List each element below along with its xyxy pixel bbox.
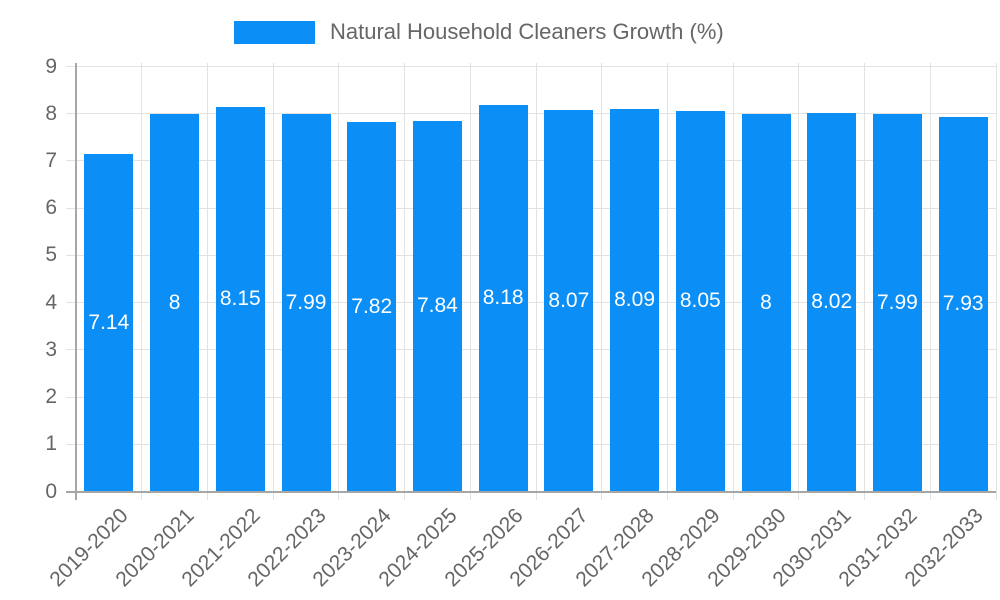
- y-tick-label: 0: [45, 479, 57, 503]
- x-gridline: [929, 63, 931, 500]
- bar-value-label: 7.82: [351, 294, 393, 318]
- bar-value-label: 8: [168, 290, 181, 314]
- x-gridline: [404, 63, 406, 500]
- bar-value-label: 8: [760, 290, 772, 314]
- bar[interactable]: 7.93: [938, 117, 988, 492]
- legend-item[interactable]: Natural Household Cleaners Growth (%): [234, 20, 724, 44]
- y-tick-label: 8: [45, 101, 57, 125]
- bar-value-label: 8.02: [811, 290, 853, 314]
- y-tick-label: 9: [45, 54, 57, 78]
- y-gridline: [66, 396, 996, 398]
- y-tick-label: 3: [45, 337, 57, 361]
- bar-value-label: 7.93: [942, 292, 984, 316]
- x-gridline: [469, 63, 471, 500]
- y-gridline: [66, 349, 996, 351]
- bar[interactable]: 7.99: [281, 114, 331, 492]
- y-gridline: [66, 443, 996, 445]
- bar[interactable]: 8: [150, 113, 200, 492]
- y-tick-label: 6: [45, 196, 57, 220]
- x-gridline: [864, 63, 866, 500]
- x-axis-line: [66, 490, 996, 493]
- y-tick-label: 1: [45, 432, 57, 456]
- y-gridline: [66, 66, 996, 67]
- x-gridline: [732, 63, 734, 500]
- bar-value-label: 7.14: [88, 310, 130, 334]
- bar[interactable]: 8.18: [478, 105, 528, 492]
- bar[interactable]: 7.84: [412, 121, 462, 492]
- bar-value-label: 7.99: [285, 290, 327, 314]
- y-gridline: [66, 207, 996, 209]
- bar-value-label: 7.99: [876, 290, 918, 314]
- y-tick-label: 2: [45, 385, 57, 409]
- bar[interactable]: 7.99: [872, 114, 922, 492]
- x-gridline: [995, 63, 997, 500]
- bar-value-label: 8.18: [482, 286, 524, 310]
- legend-label: Natural Household Cleaners Growth (%): [330, 19, 724, 44]
- y-tick-label: 4: [45, 290, 57, 314]
- x-gridline: [535, 63, 537, 500]
- bar-value-label: 8.09: [614, 288, 655, 312]
- bar-value-label: 7.84: [416, 294, 458, 318]
- bar[interactable]: 8.07: [544, 110, 594, 492]
- x-gridline: [798, 63, 800, 500]
- y-gridline: [66, 302, 996, 304]
- bar-value-label: 8.05: [679, 289, 721, 313]
- x-gridline: [338, 63, 340, 500]
- y-tick-label: 7: [45, 148, 57, 172]
- bar[interactable]: 7.82: [347, 122, 397, 492]
- bar-value-label: 8.15: [219, 287, 261, 311]
- x-gridline: [272, 63, 274, 500]
- bar[interactable]: 8.05: [675, 111, 725, 492]
- bar[interactable]: 8: [741, 113, 791, 492]
- y-gridline: [66, 254, 996, 256]
- x-gridline: [206, 63, 208, 500]
- bar[interactable]: 8.15: [215, 106, 265, 492]
- bar[interactable]: 8.02: [807, 112, 857, 492]
- bar[interactable]: 8.09: [610, 109, 660, 492]
- y-tick-label: 5: [45, 243, 57, 267]
- y-axis-line: [75, 63, 77, 500]
- bar[interactable]: 7.14: [84, 154, 134, 492]
- y-gridline: [66, 113, 996, 115]
- x-gridline: [141, 63, 143, 500]
- x-gridline: [601, 63, 603, 500]
- x-gridline: [666, 63, 668, 500]
- legend-swatch: [234, 20, 315, 44]
- y-gridline: [66, 160, 996, 162]
- bar-value-label: 8.07: [548, 288, 590, 312]
